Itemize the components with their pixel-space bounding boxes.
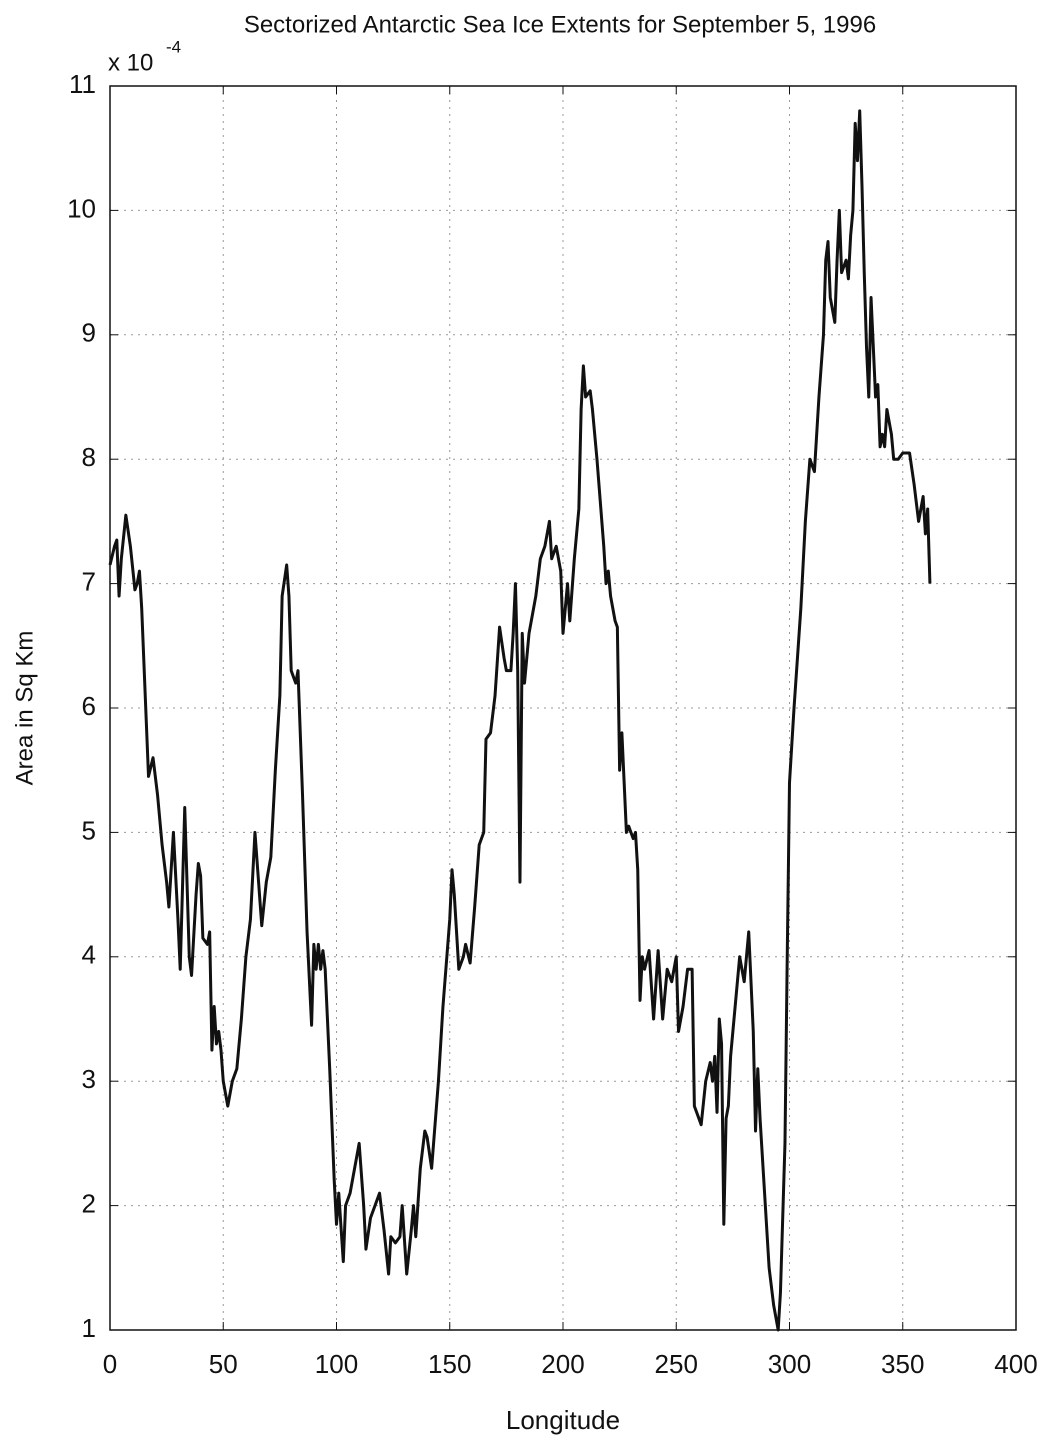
y-tick-label: 4 — [82, 940, 96, 970]
y-tick-label: 10 — [67, 193, 96, 223]
x-tick-label: 0 — [103, 1349, 117, 1379]
y-multiplier: x 10 — [108, 49, 153, 76]
y-axis-label: Area in Sq Km — [11, 631, 38, 786]
y-tick-label: 6 — [82, 691, 96, 721]
y-tick-label: 5 — [82, 815, 96, 845]
y-tick-label: 3 — [82, 1064, 96, 1094]
chart-title: Sectorized Antarctic Sea Ice Extents for… — [244, 11, 876, 38]
x-tick-label: 350 — [881, 1349, 924, 1379]
y-tick-label: 2 — [82, 1188, 96, 1218]
x-tick-label: 150 — [428, 1349, 471, 1379]
y-exponent: -4 — [166, 37, 181, 56]
y-tick-label: 7 — [82, 566, 96, 596]
x-tick-label: 250 — [655, 1349, 698, 1379]
y-tick-label: 1 — [82, 1313, 96, 1343]
y-tick-label: 8 — [82, 442, 96, 472]
x-tick-label: 100 — [315, 1349, 358, 1379]
x-tick-label: 50 — [209, 1349, 238, 1379]
x-tick-label: 400 — [994, 1349, 1037, 1379]
x-axis-label: Longitude — [506, 1405, 620, 1435]
plot-frame — [109, 85, 1017, 1331]
x-tick-label: 300 — [768, 1349, 811, 1379]
x-tick-label: 200 — [541, 1349, 584, 1379]
data-line — [108, 109, 932, 1332]
y-tick-label: 11 — [69, 69, 96, 99]
y-tick-label: 9 — [82, 318, 96, 348]
